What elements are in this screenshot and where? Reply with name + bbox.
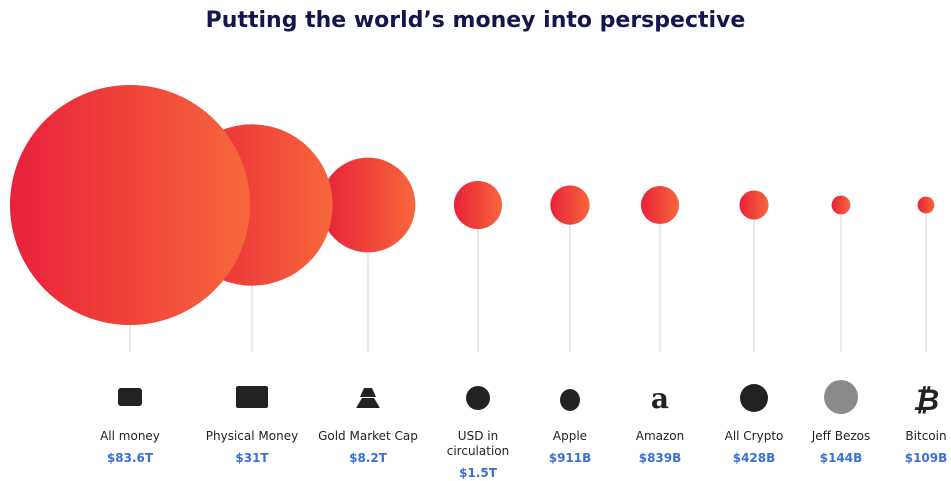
- value-label: $109B: [904, 451, 948, 465]
- category-label: Jeff Bezos: [811, 429, 871, 443]
- bubble: [831, 195, 851, 215]
- value-label: $144B: [819, 451, 863, 465]
- chart-title: Putting the world’s money into perspecti…: [205, 8, 746, 33]
- bubble: [320, 157, 416, 253]
- icon-apple: [560, 389, 580, 411]
- bubble: [550, 185, 590, 225]
- value-label: $31T: [235, 451, 269, 465]
- category-label: Apple: [552, 429, 588, 443]
- icon-wallet: [118, 388, 142, 406]
- icon-amazon: a: [651, 382, 669, 415]
- icon-gold: [356, 398, 380, 408]
- value-label: $428B: [732, 451, 776, 465]
- icon-photo: [824, 380, 858, 414]
- value-label: $839B: [638, 451, 682, 465]
- category-label: All money: [100, 429, 160, 443]
- bubble: [453, 180, 503, 230]
- category-label: Gold Market Cap: [318, 429, 418, 443]
- icon-bitcoin: ₿: [913, 383, 939, 418]
- category-label: Bitcoin: [905, 429, 947, 443]
- bubble: [739, 190, 769, 220]
- category-label: Physical Money: [205, 429, 299, 443]
- icon-crypto: [740, 384, 768, 412]
- icon-gold: [360, 388, 376, 397]
- bubble: [917, 196, 935, 214]
- category-label: All Crypto: [724, 429, 784, 443]
- value-label: $1.5T: [459, 466, 497, 480]
- value-label: $8.2T: [349, 451, 387, 465]
- category-label: USD in circulation: [446, 429, 510, 458]
- bubble: [640, 185, 680, 225]
- icon-dollar: [466, 386, 490, 410]
- value-label: $911B: [548, 451, 592, 465]
- category-label: Amazon: [635, 429, 685, 443]
- bubble: [10, 85, 250, 325]
- icon-cash: [236, 386, 268, 408]
- icons: a ₿: [118, 380, 939, 418]
- value-label: $83.6T: [106, 451, 154, 465]
